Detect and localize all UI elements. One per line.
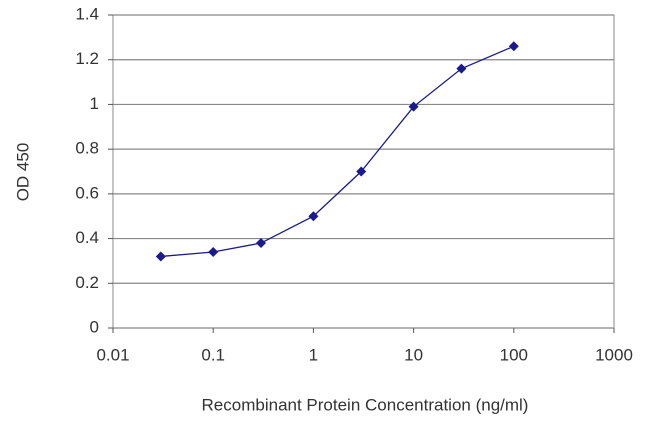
y-tick-label: 0.6 bbox=[75, 183, 99, 202]
x-axis-label: Recombinant Protein Concentration (ng/ml… bbox=[202, 395, 529, 414]
x-tick-label: 1 bbox=[309, 345, 318, 364]
y-tick-label: 0.2 bbox=[75, 273, 99, 292]
y-tick-label: 1.2 bbox=[75, 49, 99, 68]
y-axis-label: OD 450 bbox=[13, 143, 32, 202]
y-tick-label: 0.8 bbox=[75, 139, 99, 158]
y-tick-label: 1 bbox=[90, 94, 99, 113]
marker bbox=[408, 101, 419, 112]
x-tick-label: 0.01 bbox=[96, 345, 129, 364]
line bbox=[160, 45, 515, 258]
marker bbox=[308, 211, 319, 222]
marker bbox=[456, 63, 467, 74]
y-tick-label: 0.4 bbox=[75, 228, 99, 247]
marker bbox=[356, 166, 367, 177]
x-tick-label: 1000 bbox=[595, 345, 633, 364]
marker bbox=[208, 246, 219, 257]
x-tick-label: 100 bbox=[500, 345, 528, 364]
y-tick-label: 0 bbox=[90, 317, 99, 336]
marker bbox=[508, 41, 519, 52]
x-tick-label: 0.1 bbox=[201, 345, 225, 364]
y-tick-label: 1.4 bbox=[75, 4, 99, 23]
marker bbox=[256, 238, 267, 249]
marker bbox=[155, 251, 166, 262]
x-tick-label: 10 bbox=[404, 345, 423, 364]
